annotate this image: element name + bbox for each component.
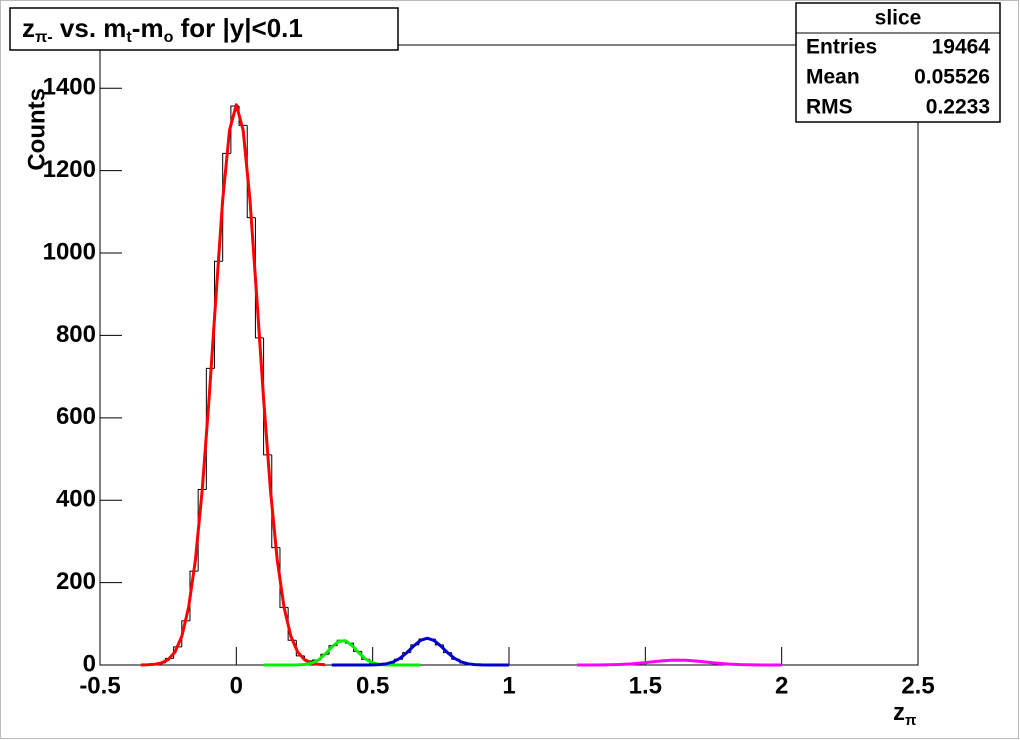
y-axis-label: Counts [23, 88, 50, 171]
y-tick-label: 0 [83, 650, 96, 677]
chart-title: zπ- vs. mt-mo for |y|<0.1 [22, 13, 303, 46]
y-tick-label: 400 [56, 486, 96, 513]
stats-value: 0.2233 [926, 96, 990, 119]
fit-curve [577, 658, 782, 667]
y-tick-label: 1200 [43, 156, 96, 183]
stats-title: slice [875, 7, 922, 30]
stats-frame [795, 2, 1001, 123]
x-axis-label: zπ [893, 699, 916, 729]
subscript: π- [35, 28, 53, 46]
stats-label: RMS [806, 96, 853, 119]
stats-label: Entries [806, 36, 877, 59]
text-part: -m [132, 13, 164, 43]
stats-box: slice Entries 19464 Mean 0.05526 RMS 0.2… [795, 2, 1001, 123]
y-tick-label: 1000 [43, 238, 96, 265]
x-tick-label: -0.5 [79, 672, 120, 699]
subscript: t [126, 28, 132, 46]
fit-curve [331, 636, 509, 667]
stats-value: 19464 [932, 36, 991, 59]
subscript: o [164, 28, 174, 46]
y-tick-label: 1400 [43, 74, 96, 101]
plot-frame [99, 44, 919, 666]
fit-curve [263, 639, 421, 667]
stats-label: Mean [806, 66, 860, 89]
text-part: vs. m [53, 13, 127, 43]
title-box [9, 7, 399, 51]
text-part: z [893, 699, 905, 726]
x-tick-label: 0.5 [356, 672, 389, 699]
x-tick-label: 2 [775, 672, 788, 699]
stats-value: 0.05526 [914, 66, 990, 89]
subscript: π [905, 713, 916, 729]
x-tick-label: 1 [502, 672, 515, 699]
x-tick-label: 1.5 [629, 672, 662, 699]
y-tick-label: 200 [56, 568, 96, 595]
y-tick-label: 800 [56, 321, 96, 348]
fit-curve [140, 103, 326, 667]
x-tick-label: 2.5 [901, 672, 934, 699]
text-part: z [22, 13, 35, 43]
text-part: for |y|<0.1 [173, 13, 302, 43]
x-tick-label: 0 [230, 672, 243, 699]
y-tick-label: 600 [56, 403, 96, 430]
